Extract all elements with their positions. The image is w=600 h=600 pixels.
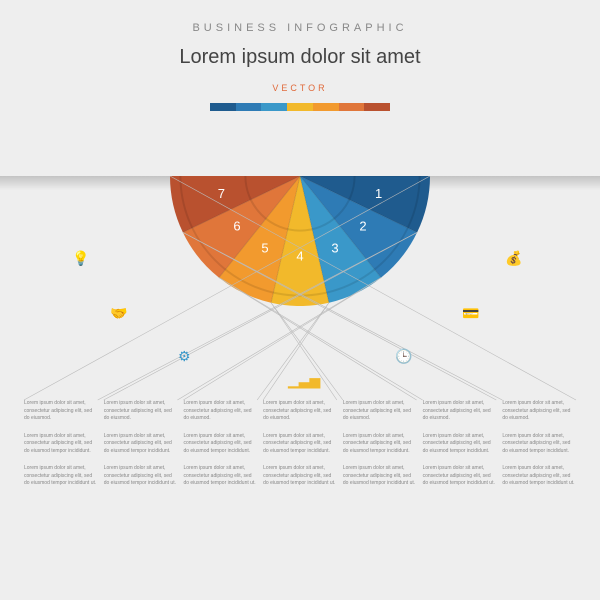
paragraph: Lorem ipsum dolor sit amet, consectetur … (24, 400, 98, 423)
paragraph: Lorem ipsum dolor sit amet, consectetur … (343, 465, 417, 488)
paragraph: Lorem ipsum dolor sit amet, consectetur … (104, 465, 178, 488)
text-column-4: Lorem ipsum dolor sit amet, consectetur … (263, 400, 337, 498)
paragraph: Lorem ipsum dolor sit amet, consectetur … (24, 433, 98, 456)
paragraph: Lorem ipsum dolor sit amet, consectetur … (104, 433, 178, 456)
paragraph: Lorem ipsum dolor sit amet, consectetur … (183, 400, 257, 423)
text-columns: Lorem ipsum dolor sit amet, consectetur … (24, 400, 576, 498)
slice-number-7: 7 (218, 186, 225, 201)
color-bar (210, 103, 390, 111)
paragraph: Lorem ipsum dolor sit amet, consectetur … (263, 465, 337, 488)
paragraph: Lorem ipsum dolor sit amet, consectetur … (423, 465, 497, 488)
paragraph: Lorem ipsum dolor sit amet, consectetur … (183, 465, 257, 488)
paragraph: Lorem ipsum dolor sit amet, consectetur … (263, 400, 337, 423)
chart-icon: ▁▃▅ (288, 372, 320, 389)
gears-icon: ⚙ (178, 348, 191, 365)
paragraph: Lorem ipsum dolor sit amet, consectetur … (343, 433, 417, 456)
slice-number-6: 6 (233, 218, 240, 233)
slice-number-4: 4 (296, 249, 303, 264)
paragraph: Lorem ipsum dolor sit amet, consectetur … (502, 400, 576, 423)
paragraph: Lorem ipsum dolor sit amet, consectetur … (104, 400, 178, 423)
slice-number-3: 3 (331, 241, 338, 256)
paragraph: Lorem ipsum dolor sit amet, consectetur … (343, 400, 417, 423)
text-column-5: Lorem ipsum dolor sit amet, consectetur … (343, 400, 417, 498)
paragraph: Lorem ipsum dolor sit amet, consectetur … (263, 433, 337, 456)
paragraph: Lorem ipsum dolor sit amet, consectetur … (423, 400, 497, 423)
text-column-3: Lorem ipsum dolor sit amet, consectetur … (183, 400, 257, 498)
clock-icon: 🕒 (395, 348, 412, 365)
text-column-1: Lorem ipsum dolor sit amet, consectetur … (24, 400, 98, 498)
paragraph: Lorem ipsum dolor sit amet, consectetur … (502, 433, 576, 456)
text-column-7: Lorem ipsum dolor sit amet, consectetur … (502, 400, 576, 498)
paragraph: Lorem ipsum dolor sit amet, consectetur … (502, 465, 576, 488)
semicircle-chart: 1 2 3 4 5 6 7 (0, 176, 600, 316)
paragraph: Lorem ipsum dolor sit amet, consectetur … (183, 433, 257, 456)
slice-number-5: 5 (261, 241, 268, 256)
paragraph: Lorem ipsum dolor sit amet, consectetur … (423, 433, 497, 456)
slice-number-2: 2 (359, 218, 366, 233)
eyebrow: BUSINESS INFOGRAPHIC (0, 22, 600, 34)
paragraph: Lorem ipsum dolor sit amet, consectetur … (24, 465, 98, 488)
text-column-2: Lorem ipsum dolor sit amet, consectetur … (104, 400, 178, 498)
text-column-6: Lorem ipsum dolor sit amet, consectetur … (423, 400, 497, 498)
header: BUSINESS INFOGRAPHIC Lorem ipsum dolor s… (0, 0, 600, 111)
vector-label: VECTOR (0, 83, 600, 93)
slice-number-1: 1 (375, 186, 382, 201)
page-title: Lorem ipsum dolor sit amet (0, 46, 600, 69)
